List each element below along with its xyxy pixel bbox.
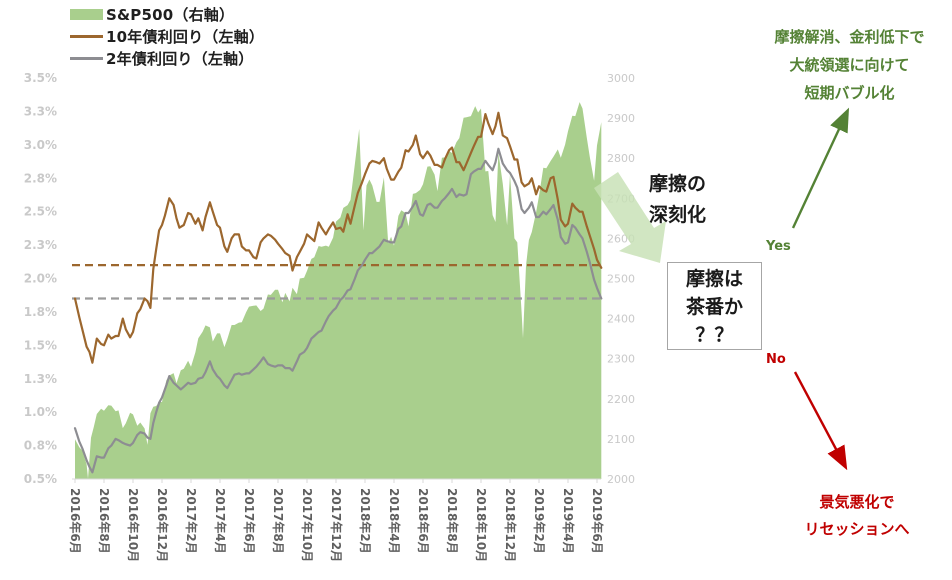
plot-area: 3.5% 3.3% 3.0% 2.8% 2.5% 2.3% 2.0% 1.8% 1.5% 1.3%… [24,71,635,562]
right-axis-tick: 2200 [607,393,635,406]
left-axis-tick: 2.0% [24,272,57,286]
left-axis-tick: 3.0% [24,138,57,152]
right-axis-tick: 3000 [607,72,635,85]
left-axis-tick: 1.3% [24,372,57,386]
question-line3: ？？ [695,324,734,346]
left-axis-tick: 2.8% [24,171,57,185]
bubble-line2: 大統領選に向けて [789,56,910,74]
x-axis-tick: 2019年2月 [532,488,547,554]
friction-line1: 摩擦の [649,173,707,195]
x-axis-tick: 2018年4月 [387,488,402,554]
x-axis-tick: 2016年8月 [97,488,112,554]
left-axis-tick: 1.5% [24,338,57,352]
x-axis-tick: 2017年4月 [213,488,228,554]
friction-deepening-label: 摩擦の 深刻化 [649,169,739,231]
x-axis-tick: 2019年4月 [561,488,576,554]
recession-note: 景気悪化で リセッションへ [762,489,952,543]
flow-arrows [594,107,850,471]
x-axis-tick: 2017年10月 [300,488,315,562]
friction-block-arrow-icon [594,172,666,263]
yield-10y-line [73,111,603,364]
x-axis-tick: 2017年12月 [329,488,344,562]
x-axis-tick: 2016年6月 [68,488,83,554]
right-axis-tick: 2100 [607,433,635,446]
x-axis-tick: 2017年2月 [184,488,199,554]
x-axis-tick: 2017年8月 [271,488,286,554]
question-line1: 摩擦は [685,268,743,290]
x-axis-tick: 2019年6月 [590,488,605,554]
left-axis-tick: 3.5% [24,71,57,85]
question-line2: 茶番か [685,296,743,318]
sp500-area [75,102,602,479]
legend-item-sp500: S&P500（右軸） [70,3,264,25]
yes-label: Yes [766,239,791,254]
left-axis-tick: 2.3% [24,238,57,252]
legend-label: 2年債利回り（左軸） [106,49,254,68]
left-axis-tick: 0.8% [24,439,57,453]
legend-item-10y: 10年債利回り（左軸） [70,25,264,47]
friction-question-box: 摩擦は 茶番か ？？ [667,262,762,350]
left-axis-tick: 0.5% [24,472,57,486]
x-axis-tick: 2018年10月 [474,488,489,562]
x-axis-tick: 2018年2月 [358,488,373,554]
right-axis-tick: 2400 [607,313,635,326]
x-axis-tick: 2016年10月 [126,488,141,562]
right-axis-tick: 2300 [607,353,635,366]
line-swatch-icon [70,56,103,60]
yield-2y-line [73,147,603,474]
recession-line2: リセッションへ [804,520,910,538]
right-axis-tick: 2800 [607,152,635,165]
legend-label: 10年債利回り（左軸） [106,27,265,46]
legend-item-2y: 2年債利回り（左軸） [70,47,264,69]
chart-legend: S&P500（右軸） 10年債利回り（左軸） 2年債利回り（左軸） [70,3,264,69]
right-axis-tick: 2500 [607,273,635,286]
left-axis-tick: 1.8% [24,305,57,319]
x-axis-tick: 2017年6月 [242,488,257,554]
x-axis-tick: 2016年12月 [155,488,170,562]
right-axis-tick: 2900 [607,112,635,125]
left-axis-tick: 2.5% [24,205,57,219]
friction-line2: 深刻化 [649,204,707,226]
bubble-line3: 短期バブル化 [804,84,895,102]
area-swatch-icon [70,8,103,20]
x-axis-tick: 2018年12月 [503,488,518,562]
yes-arrow-icon [791,107,850,229]
short-term-bubble-note: 摩擦解消、金利低下で 大統領選に向けて 短期バブル化 [747,23,952,107]
no-arrow-icon [793,371,848,471]
x-axis-tick: 2018年6月 [416,488,431,554]
left-axis-tick: 1.0% [24,405,57,419]
no-label: No [766,352,786,367]
legend-label: S&P500（右軸） [106,5,235,24]
right-axis-tick: 2000 [607,473,635,486]
line-swatch-icon [70,34,103,38]
x-axis-tick: 2018年8月 [445,488,460,554]
bubble-line1: 摩擦解消、金利低下で [774,28,925,46]
recession-line1: 景気悪化で [819,493,895,511]
left-axis-tick: 3.3% [24,104,57,118]
